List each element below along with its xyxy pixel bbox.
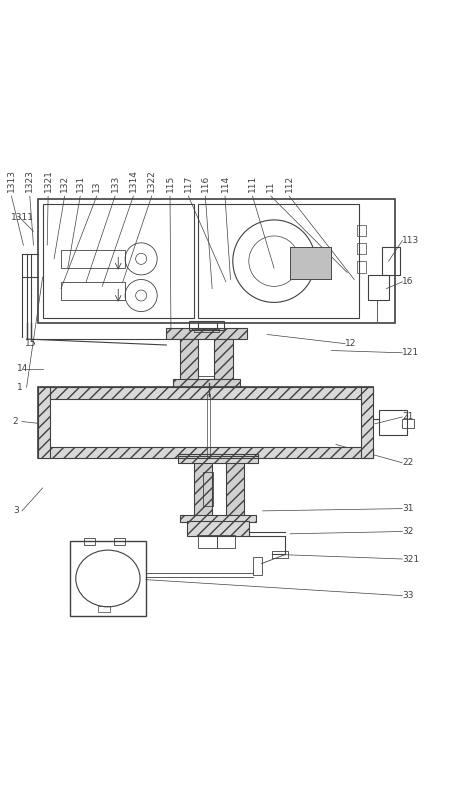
Bar [180, 339, 198, 380]
Text: 13: 13 [92, 180, 101, 191]
Bar [84, 539, 95, 545]
Text: 16: 16 [402, 277, 414, 286]
Text: 111: 111 [248, 174, 257, 191]
Text: 14: 14 [18, 364, 29, 373]
Text: 321: 321 [402, 555, 420, 564]
Text: 1322: 1322 [147, 169, 156, 191]
Text: 1314: 1314 [129, 169, 138, 191]
Text: 117: 117 [184, 174, 193, 191]
Text: 113: 113 [402, 236, 420, 245]
Bar [38, 447, 372, 458]
Text: 33: 33 [402, 591, 414, 600]
Text: 1313: 1313 [7, 169, 16, 191]
Text: 131: 131 [76, 174, 85, 191]
Bar [207, 394, 210, 458]
Bar [178, 456, 258, 463]
Text: 1311: 1311 [11, 213, 34, 222]
Bar [402, 419, 414, 428]
Bar [198, 204, 359, 319]
Bar [217, 535, 235, 547]
Bar [361, 387, 372, 458]
Bar [272, 551, 288, 558]
Text: 1323: 1323 [25, 169, 34, 191]
Bar [368, 275, 389, 300]
Bar [356, 261, 366, 272]
Text: 114: 114 [220, 174, 230, 191]
Bar [61, 281, 125, 300]
Bar [382, 247, 400, 275]
Text: 3: 3 [13, 506, 18, 516]
Text: 112: 112 [284, 174, 294, 191]
Text: 22: 22 [402, 458, 414, 467]
Text: 115: 115 [165, 174, 175, 191]
Bar [194, 458, 212, 520]
Bar [61, 250, 125, 268]
Bar [187, 521, 249, 536]
Bar [290, 247, 331, 280]
Bar [203, 472, 213, 506]
Bar [214, 339, 233, 380]
Bar [379, 410, 407, 436]
Text: 31: 31 [402, 504, 414, 513]
Bar [194, 328, 219, 333]
Text: 116: 116 [201, 174, 210, 191]
Bar [38, 200, 396, 323]
Text: 32: 32 [402, 527, 414, 536]
Bar [189, 320, 224, 330]
Bar [254, 556, 262, 575]
Bar [42, 204, 194, 319]
Bar [180, 516, 256, 522]
Text: 12: 12 [345, 339, 356, 348]
Text: 121: 121 [402, 348, 420, 358]
Bar [38, 387, 49, 458]
Text: 15: 15 [25, 339, 37, 348]
Bar [166, 328, 247, 339]
Bar [226, 458, 244, 520]
Bar [356, 225, 366, 236]
Bar [178, 453, 258, 458]
Bar [198, 339, 214, 375]
Bar [38, 387, 372, 399]
Bar [198, 535, 217, 547]
Bar [173, 379, 240, 387]
Text: 11: 11 [266, 180, 275, 191]
Text: 132: 132 [60, 174, 69, 191]
Text: 21: 21 [402, 413, 414, 422]
Text: 1321: 1321 [44, 169, 53, 191]
Bar [38, 387, 372, 458]
Bar [356, 242, 366, 255]
Text: 2: 2 [13, 417, 18, 426]
Bar [70, 541, 146, 616]
Bar [98, 606, 111, 611]
Text: 1: 1 [18, 383, 23, 392]
Bar [290, 247, 331, 280]
Bar [114, 539, 125, 545]
Text: 133: 133 [111, 174, 119, 191]
